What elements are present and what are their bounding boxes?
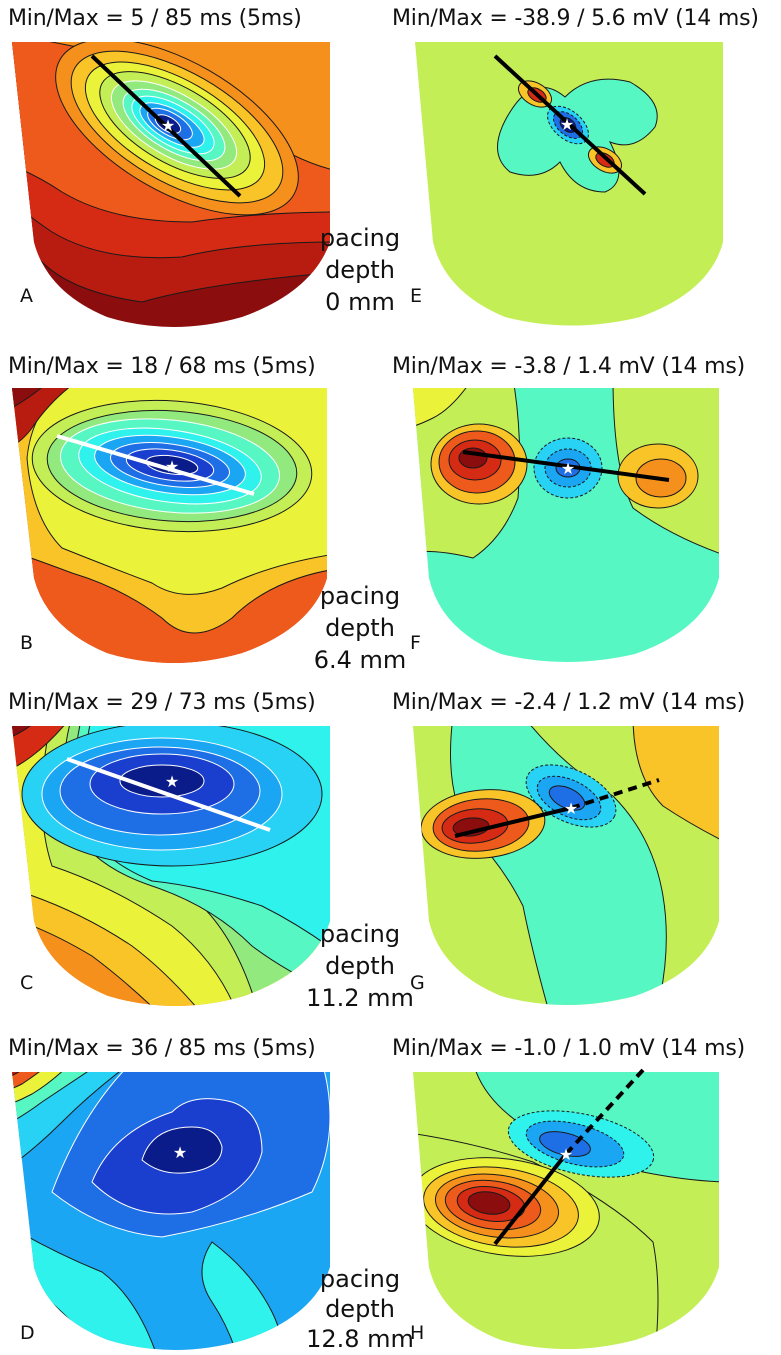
- depth-word-depth: depth: [325, 1295, 395, 1323]
- panel-h-title: Min/Max = -1.0 / 1.0 mV (14 ms): [392, 1036, 745, 1061]
- panel-c-activation-map: ★: [12, 726, 330, 1006]
- panel-b-label: B: [20, 632, 34, 654]
- axis-line: [493, 54, 647, 196]
- panel-a-title: Min/Max = 5 / 85 ms (5ms): [8, 6, 302, 31]
- axis-line-dashed: [570, 778, 660, 810]
- axis-line: [56, 434, 255, 496]
- panel-a-activation-map: ★: [12, 42, 330, 327]
- pacing-site-star-icon: ★: [165, 457, 179, 476]
- axis-line: [66, 757, 271, 832]
- panel-d-title: Min/Max = 36 / 85 ms (5ms): [8, 1036, 316, 1061]
- pacing-site-star-icon: ★: [165, 772, 179, 791]
- pacing-site-star-icon: ★: [161, 116, 175, 135]
- panel-c-label: C: [20, 972, 34, 994]
- panel-h-potential-map: ★: [413, 1068, 719, 1349]
- depth-word-depth: depth: [325, 256, 395, 284]
- panel-g-potential-map: ★: [413, 726, 719, 1005]
- depth-value: 6.4 mm: [313, 646, 407, 674]
- depth-word-depth: depth: [325, 614, 395, 642]
- panel-e-label: E: [410, 285, 423, 307]
- depth-label-2: pacing depth 6.4 mm: [295, 580, 425, 676]
- panel-f-label: F: [410, 632, 421, 654]
- depth-word-pacing: pacing: [319, 582, 401, 610]
- panel-d-activation-map: ★: [12, 1072, 330, 1350]
- depth-label-1: pacing depth 0 mm: [295, 222, 425, 318]
- depth-word-pacing: pacing: [319, 1265, 401, 1293]
- panel-h-label: H: [410, 1322, 425, 1344]
- axis-line: [454, 806, 572, 838]
- axis-line: [462, 450, 670, 482]
- panel-d-label: D: [20, 1322, 35, 1344]
- depth-value: 12.8 mm: [306, 1325, 414, 1353]
- pacing-site-star-icon: ★: [564, 799, 578, 818]
- panel-a-label: A: [20, 285, 33, 307]
- axis-line-dashed: [564, 1068, 645, 1156]
- panel-c-title: Min/Max = 29 / 73 ms (5ms): [8, 690, 316, 715]
- depth-word-pacing: pacing: [319, 224, 401, 252]
- panel-e-title: Min/Max = -38.9 / 5.6 mV (14 ms): [392, 6, 759, 31]
- depth-value: 11.2 mm: [306, 984, 414, 1012]
- depth-value: 0 mm: [325, 288, 395, 316]
- depth-word-pacing: pacing: [319, 920, 401, 948]
- panel-e-potential-map: ★: [415, 42, 723, 326]
- axis-line: [90, 54, 242, 198]
- pacing-site-star-icon: ★: [561, 459, 575, 478]
- axis-line: [493, 1152, 568, 1246]
- depth-label-3: pacing depth 11.2 mm: [295, 918, 425, 1014]
- depth-word-depth: depth: [325, 952, 395, 980]
- pacing-site-star-icon: ★: [559, 1145, 573, 1164]
- depth-label-4: pacing depth 12.8 mm: [295, 1264, 425, 1354]
- panel-b-activation-map: ★: [12, 388, 327, 663]
- panel-f-potential-map: ★: [413, 388, 719, 662]
- panel-g-label: G: [410, 972, 425, 994]
- panel-f-title: Min/Max = -3.8 / 1.4 mV (14 ms): [392, 354, 745, 379]
- panel-b-title: Min/Max = 18 / 68 ms (5ms): [8, 354, 316, 379]
- pacing-site-star-icon: ★: [560, 115, 574, 134]
- panel-g-title: Min/Max = -2.4 / 1.2 mV (14 ms): [392, 690, 745, 715]
- pacing-site-star-icon: ★: [173, 1143, 187, 1162]
